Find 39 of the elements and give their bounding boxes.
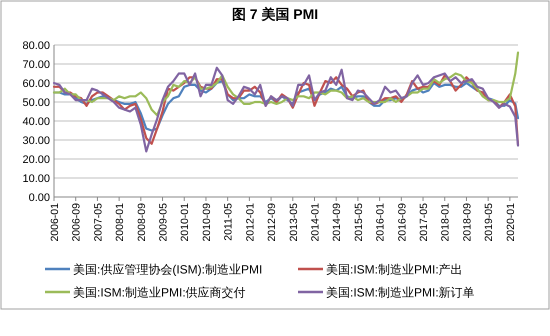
y-tick-label: 10.00 bbox=[22, 173, 50, 185]
x-tick-label: 2008-09 bbox=[136, 202, 148, 242]
x-tick-label: 2016-09 bbox=[396, 202, 408, 242]
x-tick-label: 2015-05 bbox=[352, 202, 365, 242]
y-tick-label: 60.00 bbox=[22, 78, 50, 90]
y-tick-label: 70.00 bbox=[22, 59, 50, 71]
line-series bbox=[52, 66, 520, 152]
x-tick-label: 2009-05 bbox=[158, 202, 170, 242]
y-tick-label: 20.00 bbox=[22, 154, 50, 166]
x-tick-label: 2018-09 bbox=[461, 202, 474, 242]
x-tick-label: 2014-09 bbox=[331, 202, 344, 242]
y-tick-label: 0.00 bbox=[28, 192, 50, 204]
x-tick-label: 2010-09 bbox=[200, 202, 213, 242]
x-tick-label: 2018-01 bbox=[440, 202, 452, 242]
x-tick-label: 2017-05 bbox=[418, 202, 430, 242]
x-tick-label: 2014-01 bbox=[309, 202, 322, 242]
x-tick-label: 2013-05 bbox=[288, 202, 300, 242]
x-tick-label: 2019-05 bbox=[483, 202, 496, 242]
x-tick-label: 2006-09 bbox=[70, 202, 83, 242]
legend-label: 美国:供应管理协会(ISM):制造业PMI bbox=[73, 262, 262, 276]
line-series bbox=[52, 74, 520, 146]
x-tick-label: 2010-01 bbox=[179, 202, 192, 242]
x-tick-label: 2012-01 bbox=[244, 202, 256, 242]
legend-label: 美国:ISM:制造业PMI:产出 bbox=[326, 262, 463, 276]
legend-label: 美国:ISM:制造业PMI:供应商交付 bbox=[73, 286, 246, 300]
y-tick-label: 30.00 bbox=[22, 135, 50, 147]
x-tick-label: 2011-05 bbox=[222, 202, 235, 241]
x-tick-label: 2007-05 bbox=[92, 202, 104, 242]
x-tick-label: 2020-01 bbox=[504, 202, 517, 242]
y-tick-label: 80.00 bbox=[22, 40, 50, 52]
chart-title: 图 7 美国 PMI bbox=[232, 6, 318, 22]
y-tick-label: 40.00 bbox=[22, 116, 50, 128]
y-tick-label: 50.00 bbox=[22, 97, 50, 109]
x-tick-label: 2006-01 bbox=[49, 202, 61, 242]
x-tick-label: 2008-01 bbox=[114, 202, 126, 242]
legend-label: 美国:ISM:制造业PMI:新订单 bbox=[326, 286, 475, 300]
x-tick-label: 2016-01 bbox=[374, 202, 387, 242]
line-series bbox=[52, 52, 520, 116]
x-tick-label: 2012-09 bbox=[266, 202, 278, 242]
